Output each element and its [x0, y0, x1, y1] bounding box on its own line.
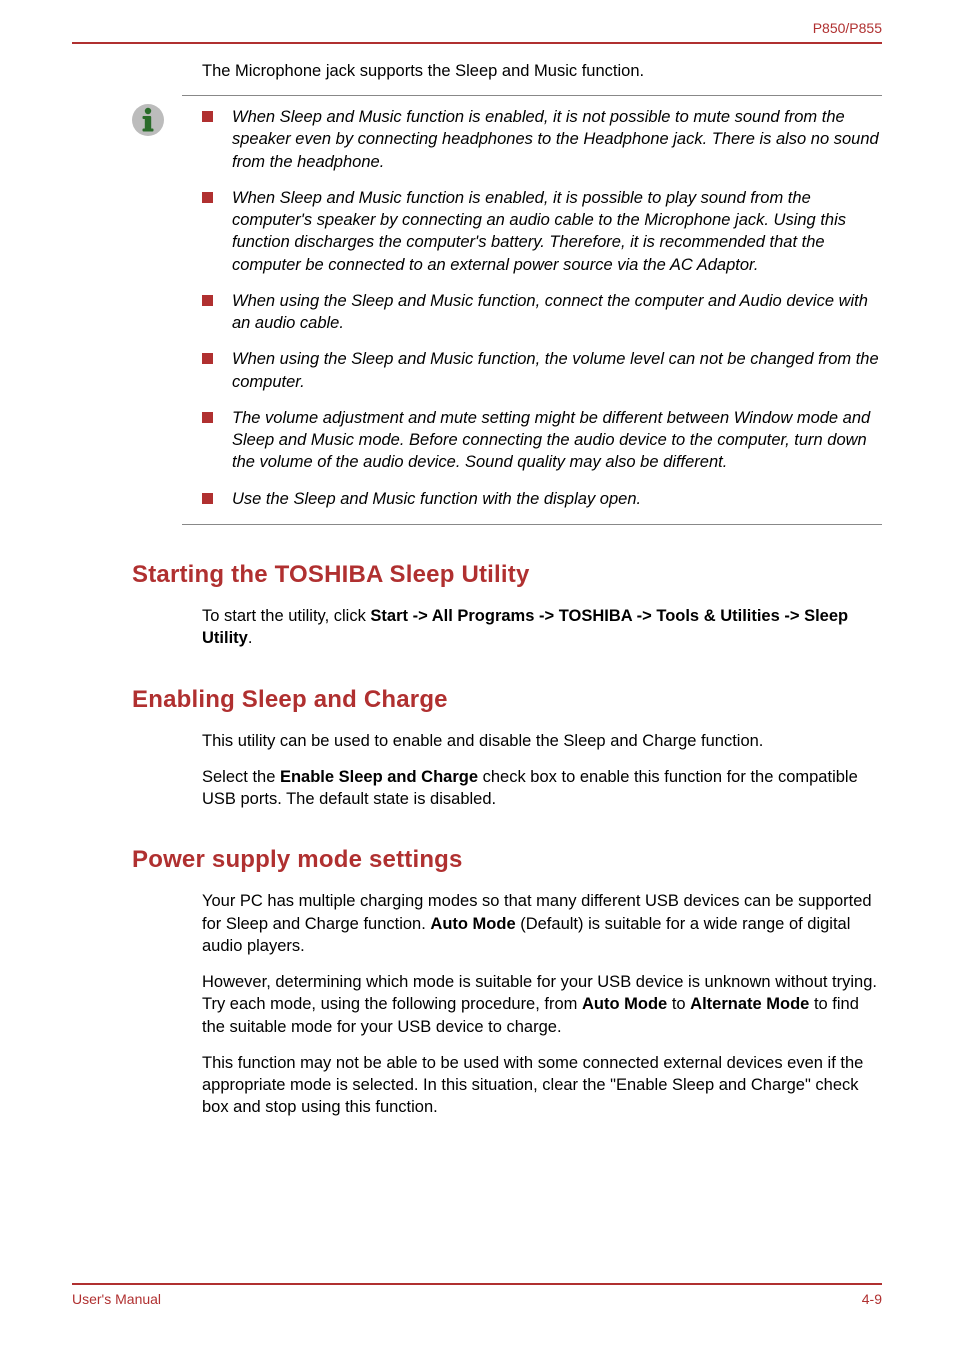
note-item: When using the Sleep and Music function,…: [202, 348, 882, 393]
header-rule: [72, 42, 882, 44]
note-block: When Sleep and Music function is enabled…: [182, 95, 882, 525]
text-bold: Auto Mode: [582, 995, 667, 1013]
note-item: When Sleep and Music function is enabled…: [202, 106, 882, 173]
note-item: The volume adjustment and mute setting m…: [202, 407, 882, 474]
footer-rule: [72, 1283, 882, 1285]
enable-sc-para1: This utility can be used to enable and d…: [202, 730, 882, 752]
text-bold: Auto Mode: [430, 915, 515, 933]
heading-start-utility: Starting the TOSHIBA Sleep Utility: [132, 561, 882, 589]
text-bold: Alternate Mode: [690, 995, 809, 1013]
note-item: Use the Sleep and Music function with th…: [202, 488, 882, 510]
power-mode-para1: Your PC has multiple charging modes so t…: [202, 890, 882, 957]
start-utility-para: To start the utility, click Start -> All…: [202, 605, 882, 650]
intro-text: The Microphone jack supports the Sleep a…: [202, 62, 882, 81]
text-fragment: To start the utility, click: [202, 607, 370, 625]
power-mode-para2: However, determining which mode is suita…: [202, 971, 882, 1038]
note-item: When using the Sleep and Music function,…: [202, 290, 882, 335]
header-model-label: P850/P855: [72, 20, 882, 36]
page-footer: User's Manual 4-9: [72, 1283, 882, 1307]
footer-left-label: User's Manual: [72, 1291, 161, 1307]
info-icon: [130, 102, 166, 138]
heading-power-mode: Power supply mode settings: [132, 846, 882, 874]
power-mode-para3: This function may not be able to be used…: [202, 1052, 882, 1119]
text-bold: Enable Sleep and Charge: [280, 768, 478, 786]
text-fragment: .: [248, 629, 253, 647]
enable-sc-para2: Select the Enable Sleep and Charge check…: [202, 766, 882, 811]
text-fragment: to: [667, 995, 690, 1013]
footer-page-number: 4-9: [862, 1291, 882, 1307]
heading-enable-sleep-charge: Enabling Sleep and Charge: [132, 686, 882, 714]
note-list: When Sleep and Music function is enabled…: [182, 106, 882, 510]
note-item: When Sleep and Music function is enabled…: [202, 187, 882, 276]
text-fragment: Select the: [202, 768, 280, 786]
